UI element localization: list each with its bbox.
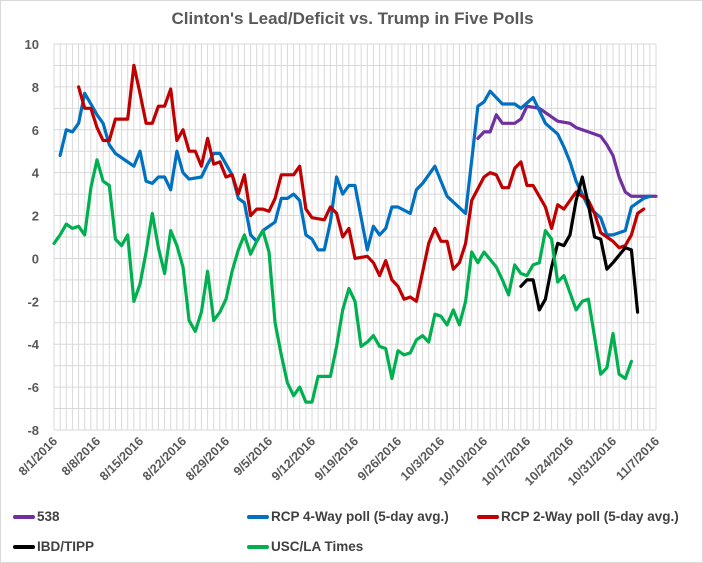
y-tick-label: 2: [32, 209, 39, 224]
x-tick-label: 9/5/2016: [231, 434, 275, 478]
y-tick-label: 8: [32, 80, 39, 95]
x-tick-label: 8/8/2016: [59, 434, 103, 478]
x-tick-label: 8/15/2016: [97, 434, 146, 483]
x-tick-label: 9/19/2016: [312, 434, 361, 483]
legend-item-rcp2: RCP 2-Way poll (5-day avg.): [477, 509, 679, 524]
legend-swatch: [247, 514, 269, 519]
legend-swatch: [477, 514, 499, 519]
legend-swatch: [247, 544, 269, 549]
legend-item-ibd: IBD/TIPP: [13, 539, 94, 554]
y-tick-label: 0: [32, 251, 39, 266]
legend-swatch: [13, 514, 35, 519]
legend-label: 538: [37, 509, 60, 524]
legend-label: USC/LA Times: [271, 539, 364, 554]
y-tick-label: -4: [27, 337, 39, 352]
x-tick-label: 11/7/2016: [613, 434, 662, 483]
series-line-rcp-4-way-poll-5-day-avg-: [58, 89, 652, 252]
x-tick-label: 8/22/2016: [140, 434, 189, 483]
chart-title: Clinton's Lead/Deficit vs. Trump in Five…: [171, 9, 534, 28]
series-line-rcp-2-way-poll-5-day-avg-: [76, 63, 646, 303]
x-tick-label: 8/29/2016: [183, 434, 232, 483]
y-tick-label: -6: [27, 380, 39, 395]
y-tick-label: 10: [25, 37, 39, 52]
legend-label: IBD/TIPP: [37, 539, 95, 554]
y-tick-label: -2: [27, 294, 39, 309]
legend-label: RCP 2-Way poll (5-day avg.): [501, 509, 679, 524]
x-tick-label: 8/1/2016: [16, 434, 60, 478]
y-tick-label: 4: [32, 166, 40, 181]
y-tick-label: 6: [32, 123, 39, 138]
legend-item-rcp4: RCP 4-Way poll (5-day avg.): [247, 509, 449, 524]
x-tick-label: 9/12/2016: [269, 434, 318, 483]
x-tick-label: 9/26/2016: [355, 434, 404, 483]
legend-swatch: [13, 544, 35, 549]
legend-label: RCP 4-Way poll (5-day avg.): [271, 509, 449, 524]
legend-item-538: 538: [13, 509, 60, 524]
y-tick-label: -8: [27, 423, 39, 438]
legend-item-usc: USC/LA Times: [247, 539, 363, 554]
